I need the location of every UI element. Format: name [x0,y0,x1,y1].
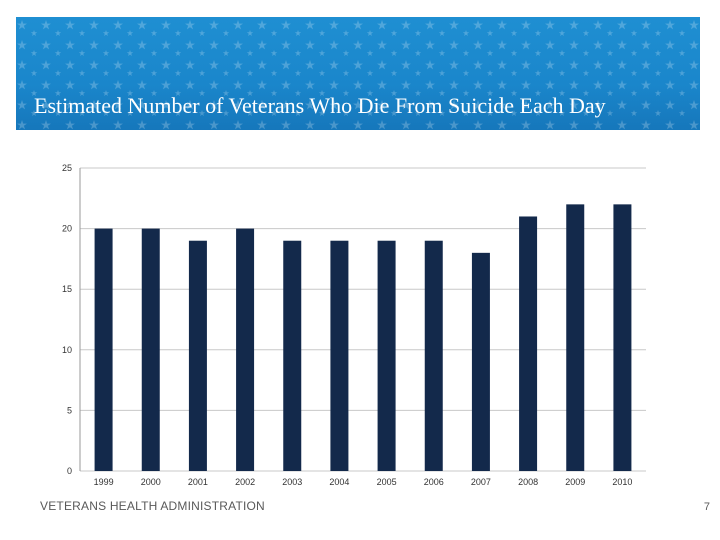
y-tick-label: 15 [62,284,72,294]
x-tick-label: 2005 [377,477,397,487]
bar [424,240,443,471]
slide-title: Estimated Number of Veterans Who Die Fro… [34,93,606,118]
y-tick-label: 10 [62,345,72,355]
bar [566,204,585,472]
bar [613,204,632,472]
x-tick-label: 2006 [424,477,444,487]
x-tick-label: 2002 [235,477,255,487]
y-tick-label: 0 [67,466,72,476]
title-banner: Estimated Number of Veterans Who Die Fro… [16,17,700,130]
banner-star-pattern [16,17,700,130]
x-tick-label: 2004 [329,477,349,487]
bar [471,252,490,471]
x-tick-label: 2007 [471,477,491,487]
x-tick-label: 2009 [565,477,585,487]
x-tick-label: 1999 [94,477,114,487]
bar [236,228,255,471]
x-tick-label: 2003 [282,477,302,487]
bar [330,240,349,471]
bar [519,216,538,471]
y-tick-label: 20 [62,224,72,234]
x-tick-label: 2000 [141,477,161,487]
bar [377,240,396,471]
x-tick-label: 2010 [612,477,632,487]
y-tick-label: 25 [62,163,72,173]
x-tick-label: 2001 [188,477,208,487]
bar [141,228,160,471]
bar [188,240,207,471]
x-tick-label: 2008 [518,477,538,487]
y-tick-label: 5 [67,405,72,415]
page-number: 7 [703,501,710,513]
bar [94,228,113,471]
footer-text: VETERANS HEALTH ADMINISTRATION [40,499,265,513]
bar [283,240,302,471]
